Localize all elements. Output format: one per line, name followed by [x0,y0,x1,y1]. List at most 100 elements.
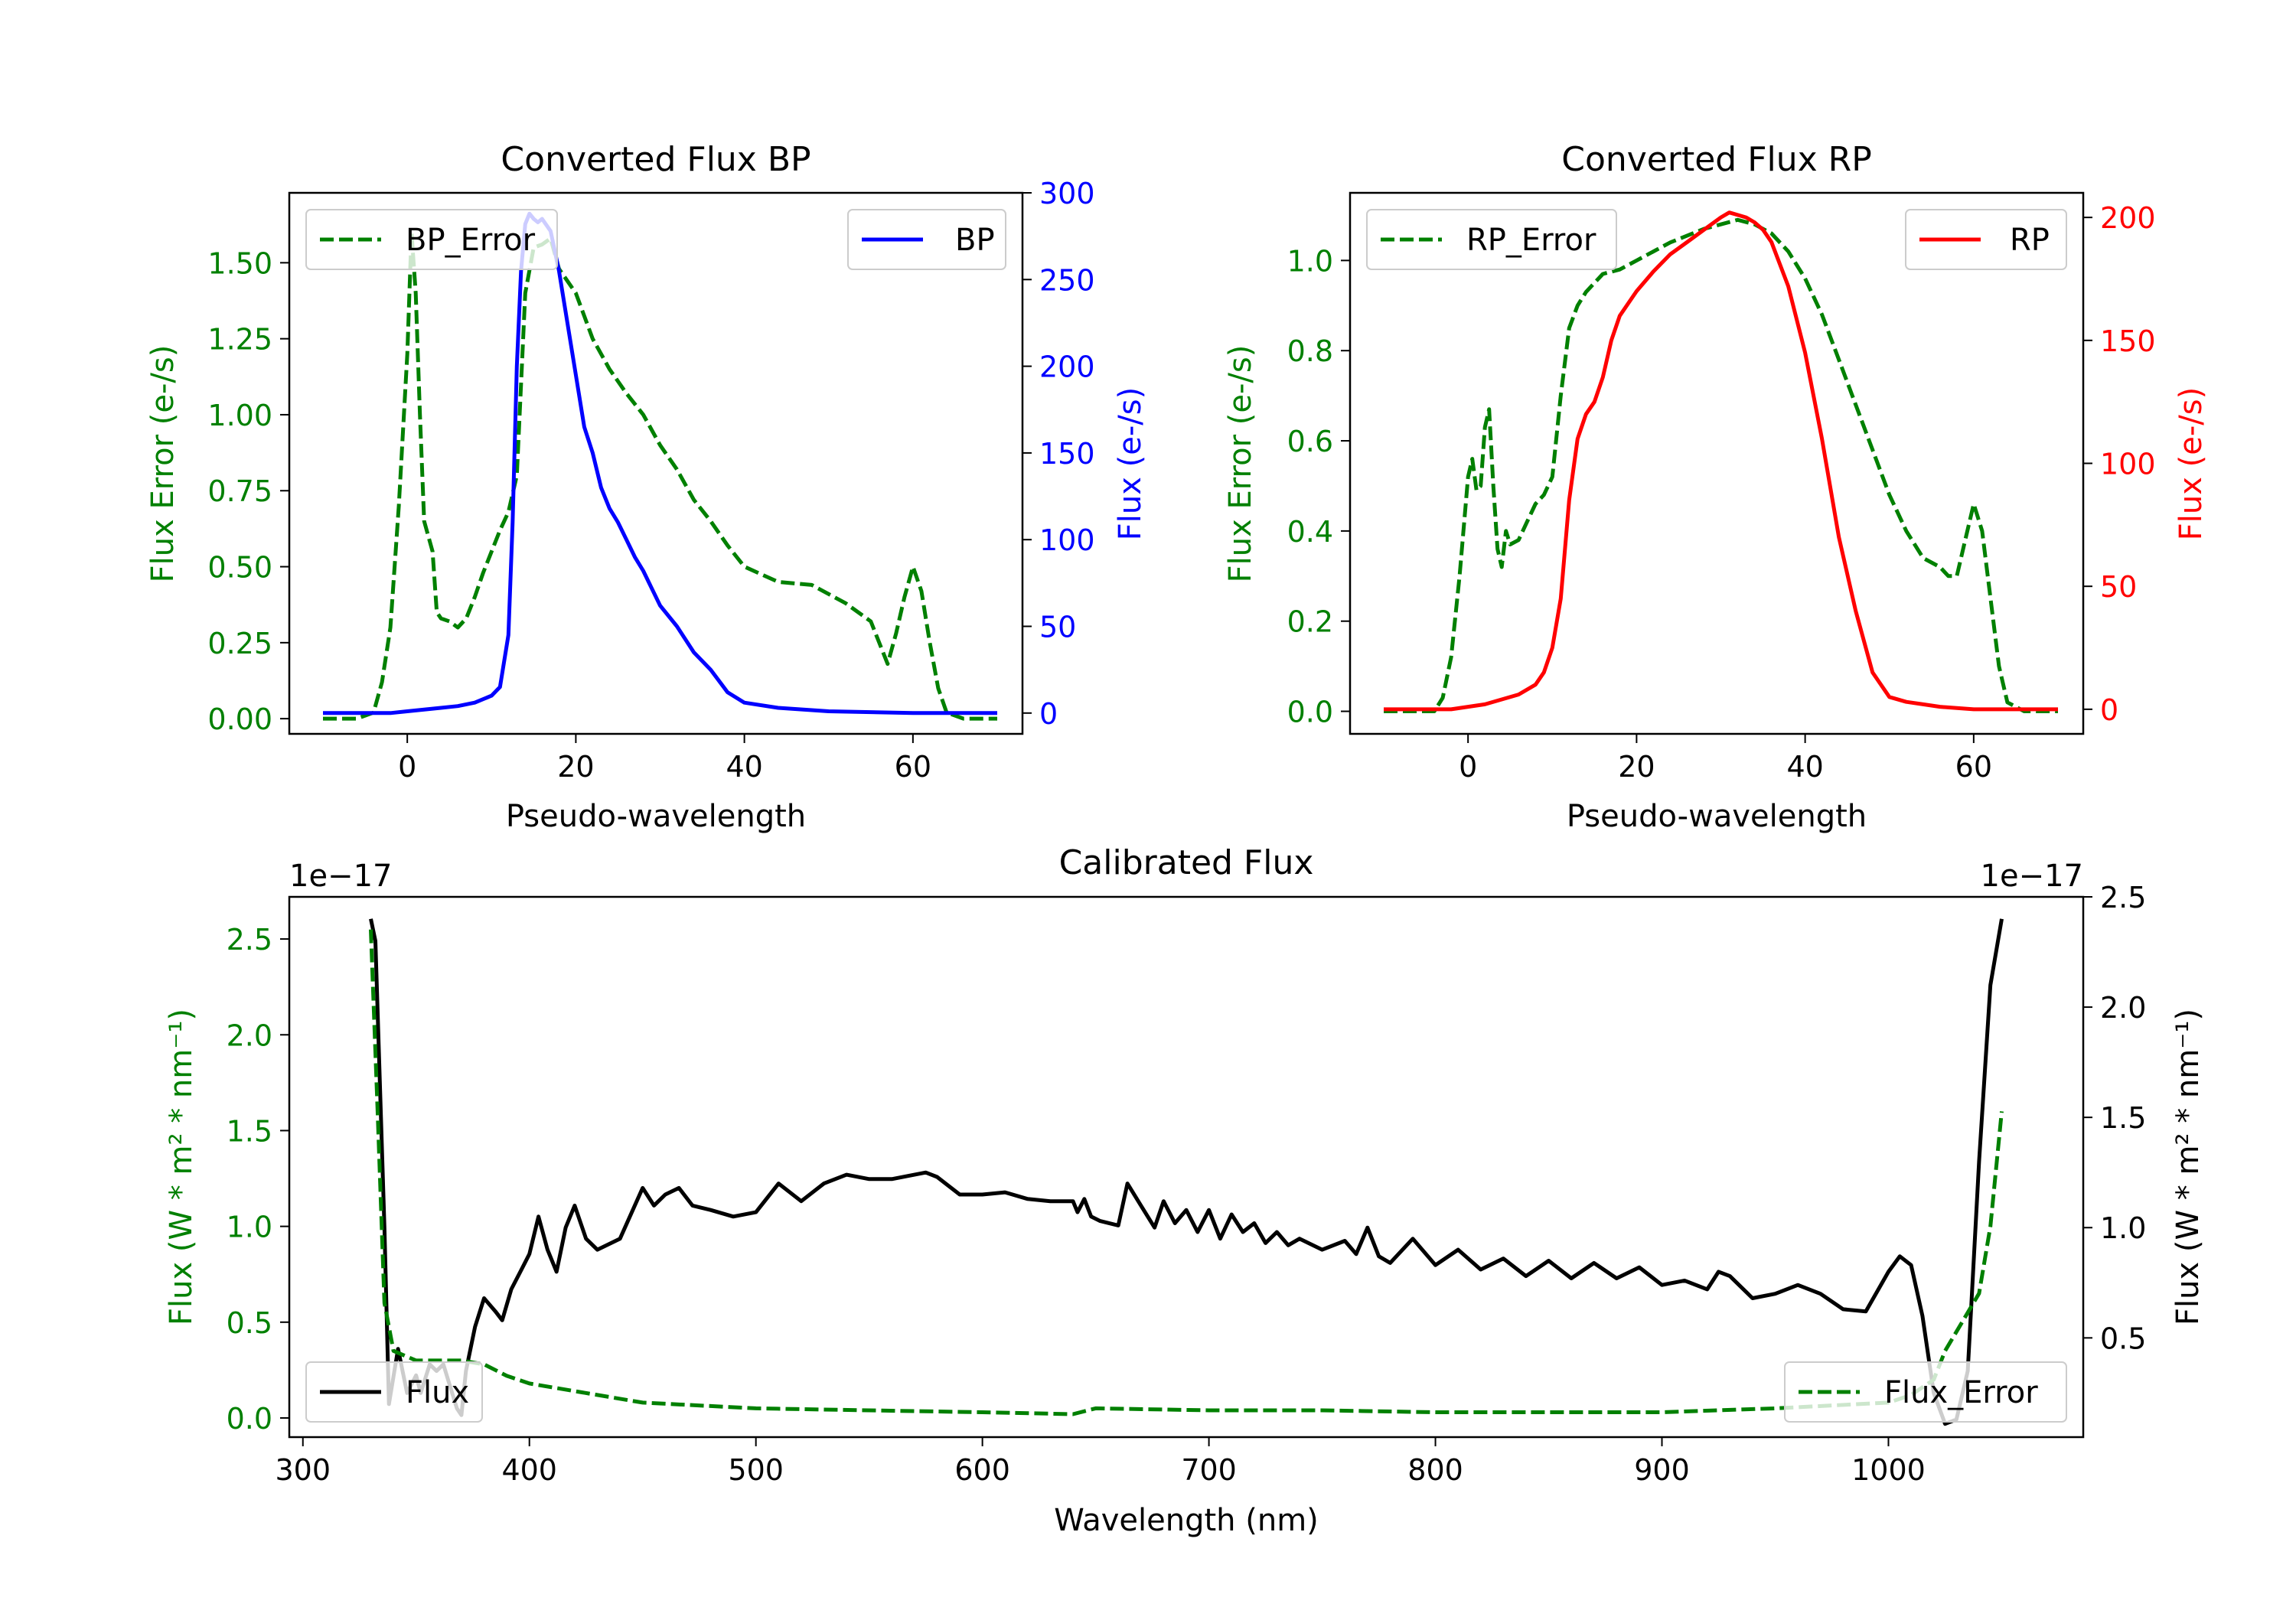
panel-rp-left-axis: 0.0 0.2 0.4 0.6 0.8 1.0 [1287,244,1350,729]
y-left-tick-label: 0.00 [207,702,272,736]
x-tick-label: 0 [1459,750,1477,784]
panel-bp-x-axis: 0 20 40 60 [398,734,931,784]
series-bp [323,211,997,715]
y-left-tick-label: 0.5 [227,1306,272,1340]
legend-rp-label: RP [2010,223,2050,258]
legend-flux-error-label: Flux_Error [1884,1375,2038,1410]
y-right-tick-label: 150 [1039,437,1095,471]
y-right-tick-label: 200 [1039,350,1095,384]
panel-bp-plot-area [323,211,997,721]
y-right-tick-label: 1.0 [2100,1211,2146,1245]
y-left-tick-label: 0.50 [207,551,272,585]
panel-bp-ylabel-right: Flux (e-/s) [1113,387,1148,540]
panel-bp-title: Converted Flux BP [501,140,810,179]
legend-bp-error-label: BP_Error [406,223,536,258]
series-rp-error [1384,217,2058,713]
x-tick-label: 20 [557,750,594,784]
panel-rp-x-axis: 0 20 40 60 [1459,734,1992,784]
panel-calibrated-plot-area [369,918,2004,1426]
x-tick-label: 40 [726,750,762,784]
panel-calibrated-offset-right: 1e−17 [1981,859,2083,894]
y-left-tick-label: 0.0 [1287,696,1333,729]
x-tick-label: 0 [398,750,416,784]
y-left-tick-label: 1.25 [207,323,272,357]
series-flux [369,918,2004,1426]
panel-calibrated-frame [288,895,2085,1439]
panel-rp-legend-right: RP [1905,209,2067,270]
y-left-tick-label: 0.4 [1287,515,1333,549]
series-bp-error [323,230,997,721]
y-right-tick-label: 0 [2100,693,2118,727]
panel-calibrated-legend-right: Flux_Error [1784,1361,2067,1423]
x-tick-label: 500 [728,1453,784,1487]
y-left-tick-label: 0.75 [207,474,272,508]
y-left-tick-label: 1.5 [227,1114,272,1148]
x-tick-label: 800 [1407,1453,1463,1487]
y-right-tick-label: 50 [1039,611,1076,644]
y-left-tick-label: 0.25 [207,627,272,660]
panel-rp: Converted Flux RP 0 20 40 60 0.00.20.40.60.… [1223,140,2209,834]
panel-rp-xlabel: Pseudo-wavelength [1567,799,1867,834]
y-right-tick-label: 0.5 [2100,1322,2146,1355]
panel-bp-xlabel: Pseudo-wavelength [506,799,806,834]
x-tick-label: 900 [1634,1453,1690,1487]
y-left-tick-label: 0.0 [227,1402,272,1436]
y-right-tick-label: 250 [1039,263,1095,297]
x-tick-label: 400 [501,1453,557,1487]
y-right-tick-label: 100 [2100,448,2156,481]
series-rp [1384,210,2058,712]
panel-calibrated-ylabel-right: Flux (W * m² * nm⁻¹) [2170,1009,2206,1325]
panel-rp-ylabel-right: Flux (e-/s) [2174,387,2209,540]
y-right-tick-label: 200 [2100,201,2156,235]
panel-bp-left-axis: 0.00 0.25 0.50 0.75 1.00 1.25 1.50 [207,246,289,736]
panel-bp-legend-right: BP [847,209,1006,270]
panel-calibrated-ylabel-left: Flux (W * m² * nm⁻¹) [164,1009,199,1325]
x-tick-label: 20 [1618,750,1655,784]
y-left-tick-label: 1.0 [227,1211,272,1244]
x-tick-label: 1000 [1851,1453,1926,1487]
panel-rp-legend-left: RP_Error [1366,209,1617,270]
y-left-tick-label: 2.0 [227,1019,272,1052]
legend-rp-error-label: RP_Error [1466,223,1596,258]
panel-bp-legend-left: BP_Error [305,209,558,270]
panel-calibrated-right-axis: 0.5 1.0 1.5 2.0 2.5 [2083,881,2146,1355]
x-tick-label: 700 [1181,1453,1237,1487]
panel-calibrated-xlabel: Wavelength (nm) [1054,1503,1319,1538]
panel-calibrated-title: Calibrated Flux [1059,843,1314,882]
panel-rp-plot-area [1384,210,2058,713]
y-right-tick-label: 150 [2100,324,2156,358]
y-right-tick-label: 2.0 [2100,991,2146,1025]
series-flux-error [369,929,2004,1416]
panel-bp-ylabel-left: Flux Error (e-/s) [145,345,181,583]
y-left-tick-label: 0.8 [1287,334,1333,368]
y-left-tick-label: 1.00 [207,399,272,432]
panel-calibrated-legend-left: Flux [305,1361,483,1423]
panel-bp-right-axis: 0 50 100 150 200 250 300 [1022,177,1095,731]
panel-rp-frame [1349,191,2085,735]
y-right-tick-label: 2.5 [2100,881,2146,914]
panel-rp-ylabel-left: Flux Error (e-/s) [1223,345,1258,583]
x-tick-label: 40 [1786,750,1823,784]
y-right-tick-label: 300 [1039,177,1095,210]
panel-bp: Converted Flux BP 0 20 40 60 0.000.250.500.… [145,140,1148,834]
legend-flux-label: Flux [406,1375,469,1410]
y-left-tick-label: 2.5 [227,923,272,957]
y-left-tick-label: 1.0 [1287,244,1333,278]
panel-calibrated-offset-left: 1e−17 [289,859,392,894]
x-tick-label: 60 [895,750,931,784]
panel-rp-right-axis: 0 50 100 150 200 [2083,201,2156,727]
panel-rp-title: Converted Flux RP [1561,140,1872,179]
panel-calibrated: Calibrated Flux 300 400 500 600 700 800 900 100… [164,843,2206,1538]
legend-bp-label: BP [955,223,995,258]
panel-calibrated-left-axis: 0.0 0.5 1.0 1.5 2.0 2.5 [227,923,289,1436]
x-tick-label: 600 [954,1453,1010,1487]
panel-calibrated-x-axis: 300 400 500 600 700 800 900 1000 [275,1437,1926,1487]
y-right-tick-label: 100 [1039,523,1095,557]
y-left-tick-label: 0.6 [1287,425,1333,458]
y-left-tick-label: 1.50 [207,246,272,280]
x-tick-label: 300 [275,1453,331,1487]
y-right-tick-label: 1.5 [2100,1101,2146,1135]
y-right-tick-label: 0 [1039,697,1058,731]
x-tick-label: 60 [1955,750,1992,784]
